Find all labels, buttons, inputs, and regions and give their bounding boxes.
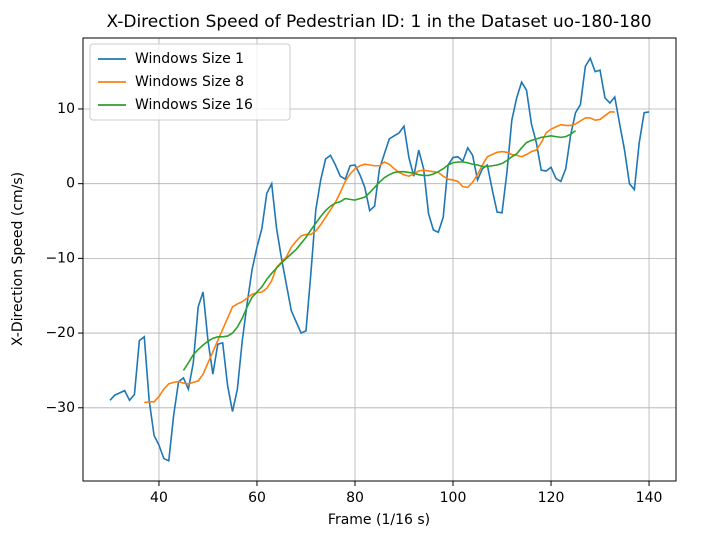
y-tick-label: −20	[45, 325, 75, 341]
legend-label: Windows Size 8	[135, 74, 244, 90]
legend-label: Windows Size 1	[135, 51, 244, 67]
legend-box	[89, 43, 291, 121]
x-tick-label: 140	[636, 490, 663, 506]
chart-title: X-Direction Speed of Pedestrian ID: 1 in…	[106, 12, 651, 32]
x-tick-label: 40	[150, 490, 168, 506]
x-tick-label: 120	[538, 490, 565, 506]
legend-label: Windows Size 16	[135, 97, 253, 113]
plot-frame	[82, 37, 677, 482]
line-series	[109, 56, 650, 463]
x-tick-label: 100	[440, 490, 467, 506]
y-axis-label: X-Direction Speed (cm/s)	[10, 172, 26, 346]
x-tick-label: 60	[248, 490, 266, 506]
line-series	[182, 129, 577, 371]
x-tick-label: 80	[346, 490, 364, 506]
y-tick-label: −10	[45, 250, 75, 266]
y-tick-label: 0	[66, 176, 75, 192]
y-tick-label: −30	[45, 400, 75, 416]
x-axis-label: Frame (1/16 s)	[328, 512, 430, 528]
y-tick-label: 10	[57, 101, 75, 117]
line-series	[144, 111, 615, 404]
